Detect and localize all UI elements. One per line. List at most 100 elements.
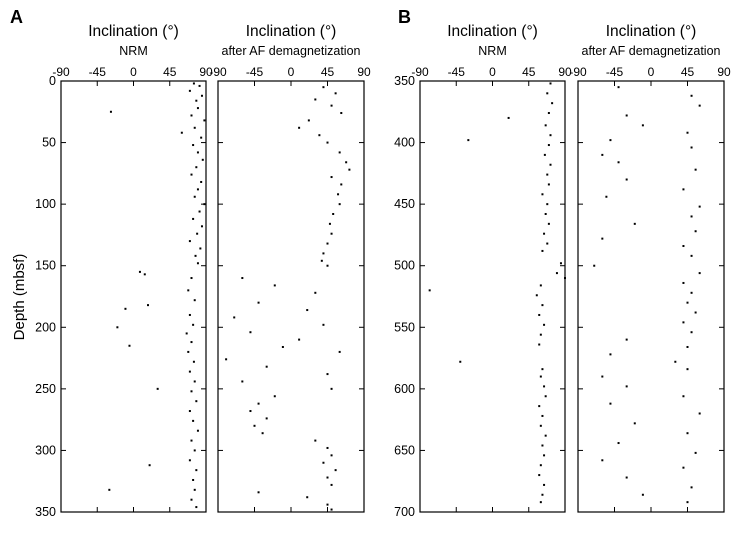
data-point [547,183,550,186]
data-point [306,496,309,499]
data-series [108,82,206,509]
data-point [682,245,685,248]
data-point [698,205,701,208]
y-tick-label: 700 [394,505,415,519]
data-point [326,264,329,267]
x-tick-label: 0 [288,65,295,79]
data-point [593,264,596,267]
data-point [322,461,325,464]
data-point [686,368,689,371]
data-point [188,459,191,462]
data-point [188,240,191,243]
y-tick-label: 0 [49,74,56,88]
data-point [543,483,546,486]
y-tick-label: 450 [394,197,415,211]
data-point [326,503,329,506]
data-point [690,94,693,97]
data-point [147,304,149,307]
plot-title: Inclination (°) [246,23,337,40]
data-point [698,272,701,275]
data-point [682,281,685,284]
data-point [633,422,636,425]
data-point [198,210,201,213]
data-point [330,176,333,179]
data-point [116,326,119,329]
data-point [539,424,542,427]
data-point [265,365,268,368]
plot-subtitle: NRM [478,44,506,58]
plot-frame [217,80,365,513]
data-point [694,168,697,171]
data-point [690,254,693,257]
data-point [538,313,541,316]
data-point [190,341,193,344]
data-point [249,410,252,413]
data-point [193,299,196,302]
data-point [188,89,191,92]
data-point [326,242,329,245]
data-point [690,146,693,149]
x-tick-label: 0 [648,65,655,79]
plot-frame [577,80,725,513]
data-point [203,119,206,122]
data-point [555,272,558,275]
data-point [196,107,199,110]
data-point [686,301,689,304]
data-point [195,166,198,169]
x-tick-label: -90 [569,65,587,79]
data-point [609,139,612,142]
data-point [546,173,549,176]
y-tick-label: 150 [35,259,56,273]
data-point [156,387,159,390]
x-tick-label: -90 [209,65,227,79]
y-tick-label: 400 [394,136,415,150]
data-point [188,313,191,316]
data-point [257,491,260,494]
data-point [338,151,341,154]
data-point [192,217,195,220]
x-tick-label: -90 [411,65,429,79]
data-point [192,419,195,422]
data-point [192,360,195,363]
panel-label-b: B [398,7,411,27]
x-tick-label: -45 [448,65,466,79]
data-point [549,134,552,137]
data-point [541,493,544,496]
data-point [330,104,333,107]
data-point [314,291,317,294]
data-point [535,294,538,297]
data-point [641,493,644,496]
data-point [193,126,196,129]
x-tick-label: -45 [246,65,264,79]
data-point [609,402,612,405]
data-point [196,232,199,235]
data-point [694,451,697,454]
data-point [543,385,546,388]
data-point [345,161,348,164]
data-point [190,439,193,442]
data-point [690,215,693,218]
data-point [241,380,244,383]
panel-label-a: A [10,7,23,27]
data-point [337,193,340,196]
data-point [539,284,542,287]
data-point [601,153,604,156]
y-tick-label: 350 [394,74,415,88]
data-point [541,193,544,196]
data-point [320,259,323,262]
x-tick-label: 90 [717,65,731,79]
data-point [298,338,301,341]
data-point [190,277,193,280]
data-point [138,270,141,273]
data-series [428,82,566,504]
plot-frame [60,80,207,513]
data-point [547,144,550,147]
data-point [541,414,544,417]
data-point [559,262,562,265]
plot-title: Inclination (°) [447,23,538,40]
data-point [265,417,268,420]
data-point [698,412,701,415]
data-point [549,82,552,85]
data-point [601,459,604,462]
